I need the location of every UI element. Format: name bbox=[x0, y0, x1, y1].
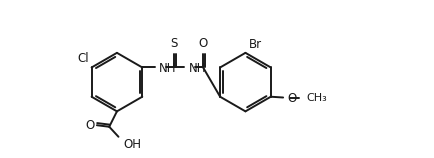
Text: NH: NH bbox=[188, 62, 206, 75]
Text: S: S bbox=[170, 37, 178, 50]
Text: Br: Br bbox=[249, 38, 263, 51]
Text: NH: NH bbox=[159, 62, 177, 75]
Text: O: O bbox=[85, 119, 95, 132]
Text: CH₃: CH₃ bbox=[306, 93, 327, 103]
Text: Cl: Cl bbox=[77, 52, 89, 65]
Text: O: O bbox=[198, 37, 208, 50]
Text: OH: OH bbox=[123, 138, 141, 151]
Text: O: O bbox=[287, 92, 296, 105]
